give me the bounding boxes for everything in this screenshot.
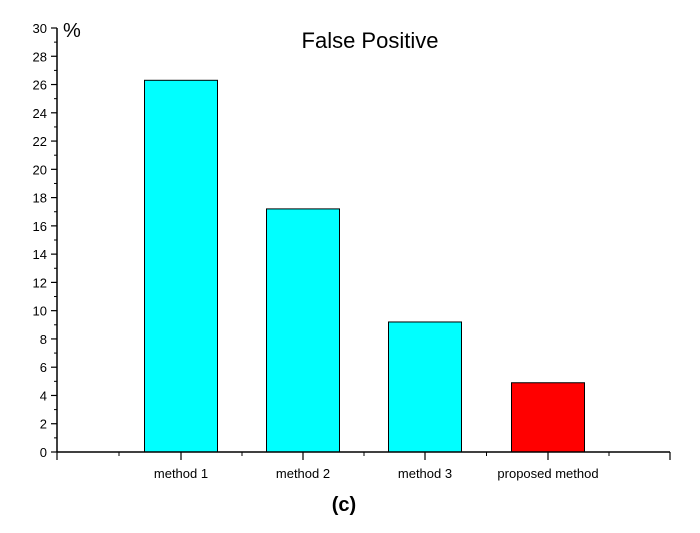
y-tick-label-20: 20 <box>33 162 47 177</box>
bar-1 <box>144 79 218 453</box>
y-tick-label-18: 18 <box>33 191 47 206</box>
y-tick-label-24: 24 <box>33 106 47 121</box>
y-tick-label-6: 6 <box>40 360 47 375</box>
y-tick-label-26: 26 <box>33 78 47 93</box>
y-tick-label-0: 0 <box>40 445 47 460</box>
y-tick-label-14: 14 <box>33 247 47 262</box>
y-tick-label-28: 28 <box>33 49 47 64</box>
category-label-4: proposed method <box>497 466 598 481</box>
chart-title: False Positive <box>302 28 439 53</box>
category-label-1: method 1 <box>154 466 208 481</box>
y-tick-label-8: 8 <box>40 332 47 347</box>
y-tick-label-10: 10 <box>33 304 47 319</box>
bar-2 <box>266 208 340 453</box>
category-label-3: method 3 <box>398 466 452 481</box>
bars-group <box>144 79 585 453</box>
category-label-2: method 2 <box>276 466 330 481</box>
y-tick-label-22: 22 <box>33 134 47 149</box>
y-tick-label-4: 4 <box>40 388 47 403</box>
y-tick-label-30: 30 <box>33 21 47 36</box>
y-tick-label-16: 16 <box>33 219 47 234</box>
y-tick-label-2: 2 <box>40 417 47 432</box>
y-tick-label-12: 12 <box>33 275 47 290</box>
y-axis-unit: % <box>63 20 81 42</box>
bar-3 <box>388 321 462 453</box>
figure-caption: (c) <box>332 494 356 516</box>
bar-4 <box>511 382 585 453</box>
